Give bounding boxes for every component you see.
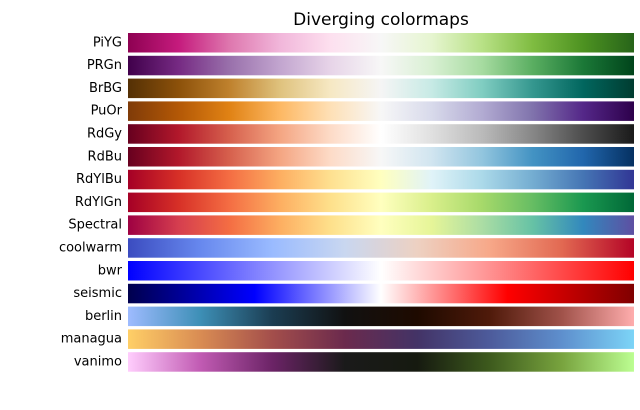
colormap-bar [128, 55, 634, 76]
colormap-bar [128, 147, 634, 167]
colormap-label: PRGn [87, 58, 122, 73]
colormap-bar [128, 238, 634, 258]
colormap-label: bwr [98, 263, 123, 278]
colormap-bar [128, 124, 634, 144]
colormap-label: managua [61, 332, 122, 347]
colormap-bar [128, 33, 634, 53]
colormap-label: vanimo [74, 354, 122, 369]
colormap-label: PuOr [91, 104, 123, 119]
colormap-bar [128, 283, 634, 304]
colormap-bar [128, 261, 634, 281]
colormap-bar [128, 215, 634, 235]
colormap-label: PiYG [93, 35, 122, 50]
colormap-label: RdBu [88, 149, 122, 164]
colormap-bar [128, 169, 634, 190]
colormap-label: RdGy [87, 126, 122, 141]
colormap-bar [128, 101, 634, 121]
colormap-bar [128, 192, 634, 213]
colormap-label: BrBG [89, 81, 122, 96]
colormap-label: RdYlGn [75, 195, 122, 210]
colormap-bar [128, 352, 634, 372]
colormap-bar [128, 78, 634, 99]
colormap-label: seismic [73, 286, 122, 301]
colormap-bar [128, 306, 634, 327]
title: Diverging colormaps [293, 10, 469, 30]
colormap-bar [128, 329, 634, 349]
colormap-label: RdYlBu [76, 172, 122, 187]
colormap-label: coolwarm [59, 240, 122, 255]
colormap-label: Spectral [68, 218, 122, 233]
colormap-label: berlin [85, 309, 122, 324]
